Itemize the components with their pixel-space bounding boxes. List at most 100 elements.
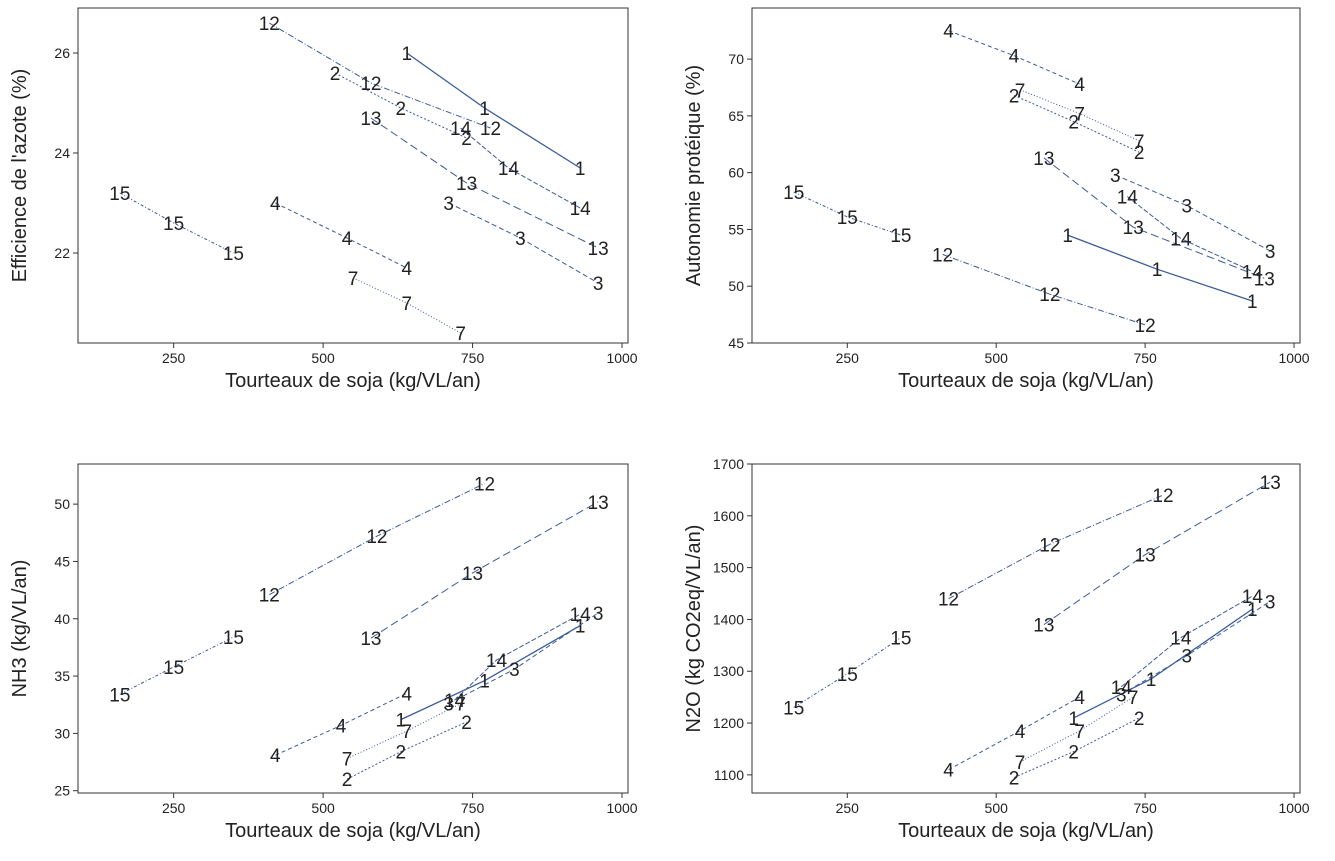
series-line (460, 127, 581, 209)
point-label: 13 (1260, 473, 1281, 494)
point-label: 4 (270, 194, 281, 215)
point-label: 12 (259, 586, 280, 607)
y-tick-label: 60 (728, 165, 744, 181)
point-label: 14 (1242, 587, 1264, 608)
point-label: 15 (163, 658, 184, 679)
x-tick-label: 1000 (606, 800, 637, 816)
x-tick-label: 250 (836, 800, 860, 816)
series-line (119, 192, 234, 254)
x-tick-label: 1000 (1278, 350, 1309, 366)
point-label: 12 (938, 590, 959, 611)
x-tick-label: 750 (461, 350, 485, 366)
point-label: 13 (1123, 218, 1144, 239)
point-label: 14 (1117, 188, 1139, 209)
x-tick-label: 750 (461, 800, 485, 816)
point-label: 1 (1068, 709, 1079, 730)
point-label: 13 (360, 109, 381, 130)
point-label: 15 (890, 629, 911, 650)
y-tick-label: 1400 (713, 611, 744, 627)
series-12: 12 12 12 (259, 474, 495, 606)
point-label: 7 (1015, 753, 1026, 774)
point-label: 13 (1135, 546, 1156, 567)
point-label: 13 (360, 629, 381, 650)
point-label: 14 (1242, 262, 1264, 283)
series-15: 15 15 15 (109, 184, 244, 265)
series-line (275, 692, 408, 756)
y-axis-title: N2O (kg CO2eq/VL/an) (683, 525, 705, 733)
series-line (1073, 608, 1253, 719)
series-line (948, 30, 1080, 85)
point-label: 12 (259, 14, 280, 35)
point-label: 2 (330, 64, 341, 85)
point-label: 3 (1110, 166, 1121, 187)
point-label: 12 (366, 527, 387, 548)
series-2: 2 2 2 (330, 64, 472, 150)
point-label: 3 (593, 604, 604, 625)
series-12: 12 12 12 (938, 486, 1174, 611)
series-line (370, 117, 599, 249)
y-tick-label: 1200 (713, 715, 744, 731)
x-axis-title: Tourteaux de soja (kg/VL/an) (898, 820, 1154, 842)
point-label: 2 (1134, 143, 1145, 164)
point-label: 14 (444, 691, 466, 712)
point-label: 12 (360, 74, 381, 95)
y-tick-label: 55 (728, 221, 744, 237)
series-15: 15 15 15 (109, 628, 244, 706)
series-3: 3 3 3 (443, 194, 603, 295)
point-label: 13 (456, 174, 477, 195)
point-label: 15 (783, 183, 804, 204)
series-15: 15 15 15 (783, 183, 911, 247)
series-3: 3 3 3 (1116, 592, 1275, 706)
plot-frame (77, 463, 629, 794)
point-label: 2 (1068, 113, 1079, 134)
point-label: 15 (109, 685, 130, 706)
series-14: 14 14 14 (444, 605, 591, 712)
y-tick-label: 1600 (713, 508, 744, 524)
point-label: 2 (461, 129, 472, 150)
point-label: 7 (455, 324, 466, 345)
point-label: 14 (570, 605, 592, 626)
point-label: 12 (1039, 285, 1060, 306)
series-line (454, 613, 581, 701)
series-3: 3 3 3 (1110, 166, 1275, 263)
point-label: 1 (396, 711, 407, 732)
series-line (1115, 174, 1271, 252)
point-label: 2 (1009, 86, 1020, 107)
x-axis-title: Tourteaux de soja (kg/VL/an) (225, 370, 481, 392)
point-label: 2 (1134, 709, 1145, 730)
x-axis-title: Tourteaux de soja (kg/VL/an) (898, 370, 1154, 392)
series-line (1043, 157, 1265, 279)
series-1: 1 1 1 (396, 617, 586, 732)
plot-frame (751, 7, 1301, 344)
point-label: 4 (402, 684, 413, 705)
series-line (269, 483, 485, 596)
chart-panel-3: 250 500 750 1000 25 30 35 40 45 50 Tourteaux de so… (9, 463, 638, 842)
point-label: 2 (396, 99, 407, 120)
y-tick-label: 35 (54, 668, 70, 684)
x-tick-label: 500 (985, 800, 1009, 816)
point-label: 14 (450, 119, 472, 140)
series-line (1013, 94, 1140, 153)
series-line (1013, 717, 1140, 778)
y-tick-label: 26 (54, 45, 70, 61)
series-line (346, 703, 461, 760)
point-label: 12 (1152, 486, 1173, 507)
series-line (448, 612, 599, 705)
point-label: 1 (402, 44, 413, 65)
point-label: 7 (455, 695, 466, 716)
point-label: 7 (342, 750, 353, 771)
point-label: 4 (336, 716, 347, 737)
series-line (1126, 196, 1253, 272)
series-line (346, 721, 467, 780)
series-line (1120, 595, 1253, 688)
point-label: 1 (575, 159, 586, 180)
point-label: 1 (1247, 600, 1258, 621)
chart-panel-2: 250 500 750 1000 45 50 55 60 65 70 Tourteaux de so… (683, 7, 1310, 392)
y-axis-title: NH3 (kg/VL/an) (9, 560, 31, 698)
point-label: 4 (1009, 47, 1020, 68)
